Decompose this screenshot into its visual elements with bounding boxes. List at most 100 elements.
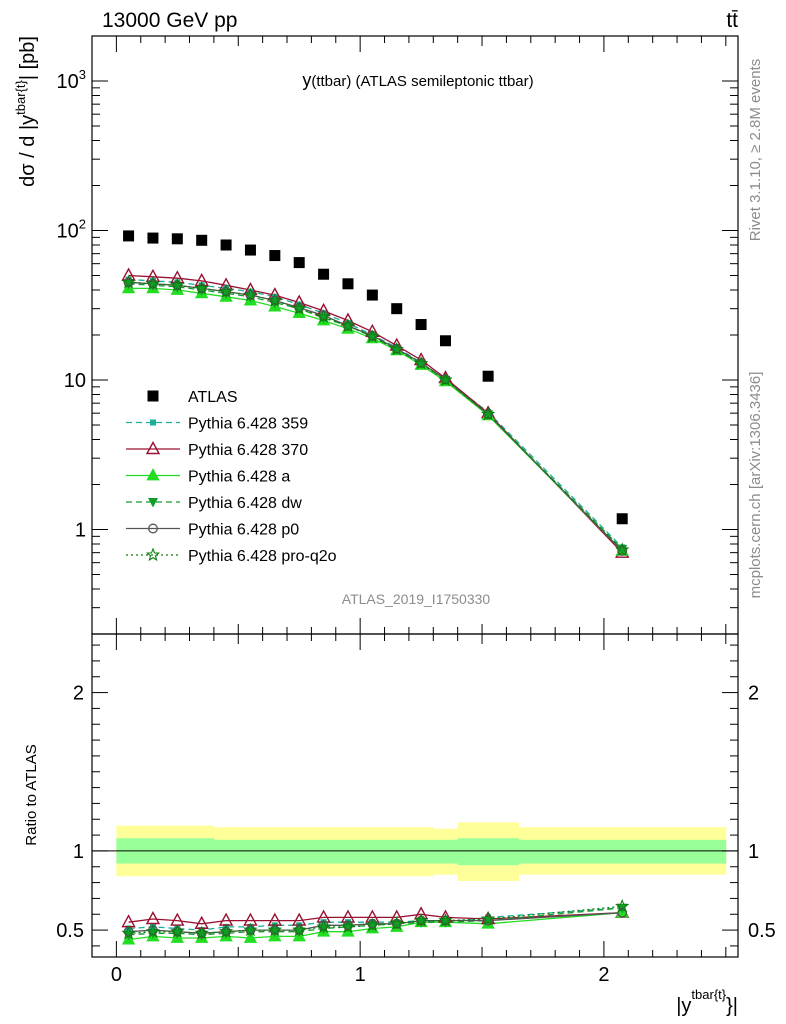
ratio-point-pro-q2o (365, 917, 380, 932)
main-y-tick-label: 102 (57, 217, 86, 243)
legend-marker (150, 419, 156, 426)
legend-marker (148, 498, 158, 508)
data-point-pro-q2o (316, 309, 331, 323)
data-point-ATLAS (482, 370, 494, 382)
data-point-pro-q2o (365, 329, 380, 343)
data-point-ATLAS (318, 268, 330, 280)
data-point-ATLAS (415, 319, 427, 331)
ratio-point-pro-q2o (438, 913, 453, 927)
main-panel: y(ttbar) (ATLAS semileptonic ttbar) ATLA… (13, 35, 739, 635)
legend-entry-dw: Pythia 6.428 dw (126, 495, 302, 512)
data-point-pro-q2o (218, 284, 234, 298)
data-point-ATLAS (123, 230, 135, 242)
legend-marker (145, 441, 161, 455)
uncertainty-band-inner (287, 839, 312, 864)
data-point-ATLAS (342, 278, 354, 290)
data-point-ATLAS (244, 244, 256, 256)
legend-entry-p0: Pythia 6.428 p0 (126, 522, 299, 539)
data-point-pro-q2o (340, 318, 356, 332)
uncertainty-band-inner (457, 838, 520, 866)
data-point-ATLAS (220, 239, 232, 251)
ratio-point-pro-q2o (615, 898, 630, 913)
ratio-point-pro-q2o (145, 924, 161, 938)
main-y-tick-label: 10 (64, 370, 86, 392)
data-point-370 (194, 272, 209, 287)
header-left-label: 13000 GeV pp (102, 9, 237, 32)
data-point-ATLAS (269, 250, 281, 262)
data-point-pro-q2o (170, 277, 185, 292)
legend-label: ATLAS (188, 389, 238, 406)
ratio-y-axis-label: Ratio to ATLAS (23, 744, 40, 845)
legend-label: Pythia 6.428 dw (188, 495, 302, 512)
ratio-point-370 (170, 912, 185, 926)
data-point-359 (296, 301, 303, 308)
main-y-axis-label: dσ / d |ytbar{t}| [pb] (13, 36, 39, 187)
legend-entry-a: Pythia 6.428 a (126, 468, 290, 486)
uncertainty-band-inner (360, 839, 385, 864)
ratio-point-370 (145, 911, 161, 925)
uncertainty-band-inner (335, 839, 361, 864)
chart-title: y(ttbar) (ATLAS semileptonic ttbar) (302, 70, 533, 90)
uncertainty-band-inner (384, 839, 410, 864)
ratio-point-pro-q2o (413, 913, 429, 927)
ratio-point-pro-q2o (194, 925, 209, 940)
ratio-point-pro-q2o (267, 922, 282, 937)
ratio-point-359 (174, 925, 181, 932)
data-point-pro-q2o (413, 355, 429, 370)
ratio-point-pro-q2o (389, 916, 404, 930)
uncertainty-band-inner (518, 839, 727, 864)
ratio-y-tick-label-left: 1 (73, 841, 84, 863)
data-point-ATLAS (616, 513, 628, 525)
ratio-point-pro-q2o (480, 911, 496, 926)
data-point-pro-q2o (145, 276, 161, 290)
data-point-pro-q2o (292, 301, 307, 315)
rivet-version-label: Rivet 3.1.10, ≥ 2.8M events (747, 59, 764, 242)
ratio-panel: 0.5 0.5 1 1 2 2 0 1 2 Ratio to ATLAS |ytbar{t}}| (23, 633, 776, 1017)
x-tick-label: 0 (111, 964, 122, 986)
ratio-y-tick-label-left: 0.5 (56, 920, 84, 942)
series-line-pro-q2o (128, 281, 623, 551)
data-point-ATLAS (147, 232, 159, 244)
ratio-y-tick-label-left: 2 (73, 683, 84, 705)
data-point-pro-q2o (389, 341, 404, 356)
ratio-line-370 (128, 912, 623, 925)
data-point-ATLAS (196, 234, 208, 246)
data-point-pro-q2o (438, 372, 453, 387)
main-plot-frame (91, 35, 739, 635)
mcplots-label: mcplots.cern.ch [arXiv:1306.3436] (747, 372, 764, 599)
ratio-point-p0 (483, 915, 494, 926)
uncertainty-band-inner (433, 839, 459, 864)
data-point-pro-q2o (243, 287, 258, 302)
uncertainty-band-inner (408, 839, 434, 864)
legend-label: Pythia 6.428 p0 (188, 522, 299, 539)
ratio-point-359 (198, 927, 205, 934)
legend: ATLAS Pythia 6.428 359 Pythia 6.428 370 Pyt… (126, 389, 337, 565)
data-point-p0 (617, 545, 628, 556)
ratio-y-tick-label-right: 0.5 (748, 920, 776, 942)
header-right-label: tt̄ (726, 9, 738, 32)
ratio-point-370 (218, 912, 234, 926)
legend-entry-pro-q2o: Pythia 6.428 pro-q2o (126, 547, 337, 565)
x-tick-label: 2 (598, 964, 609, 986)
ratio-plot-frame (91, 633, 739, 958)
data-point-359 (223, 285, 230, 292)
ratio-point-pro-q2o (121, 925, 136, 940)
legend-marker (148, 523, 158, 534)
ratio-y-tick-label-right: 1 (748, 841, 759, 863)
series-line-370 (128, 274, 623, 554)
ratio-line-359 (128, 907, 623, 931)
legend-label: Pythia 6.428 359 (188, 416, 308, 433)
legend-marker (145, 547, 161, 562)
ratio-line-pro-q2o (128, 905, 623, 934)
uncertainty-band-inner (262, 839, 288, 864)
uncertainty-band-inner (213, 839, 239, 864)
ratio-point-pro-q2o (316, 919, 331, 933)
analysis-watermark: ATLAS_2019_I1750330 (342, 591, 491, 607)
data-point-pro-q2o (480, 406, 496, 421)
ratio-point-pro-q2o (292, 922, 307, 937)
ratio-point-pro-q2o (243, 922, 258, 937)
data-point-pro-q2o (615, 542, 630, 557)
uncertainty-band-inner (238, 839, 264, 864)
data-point-pro-q2o (194, 280, 209, 295)
